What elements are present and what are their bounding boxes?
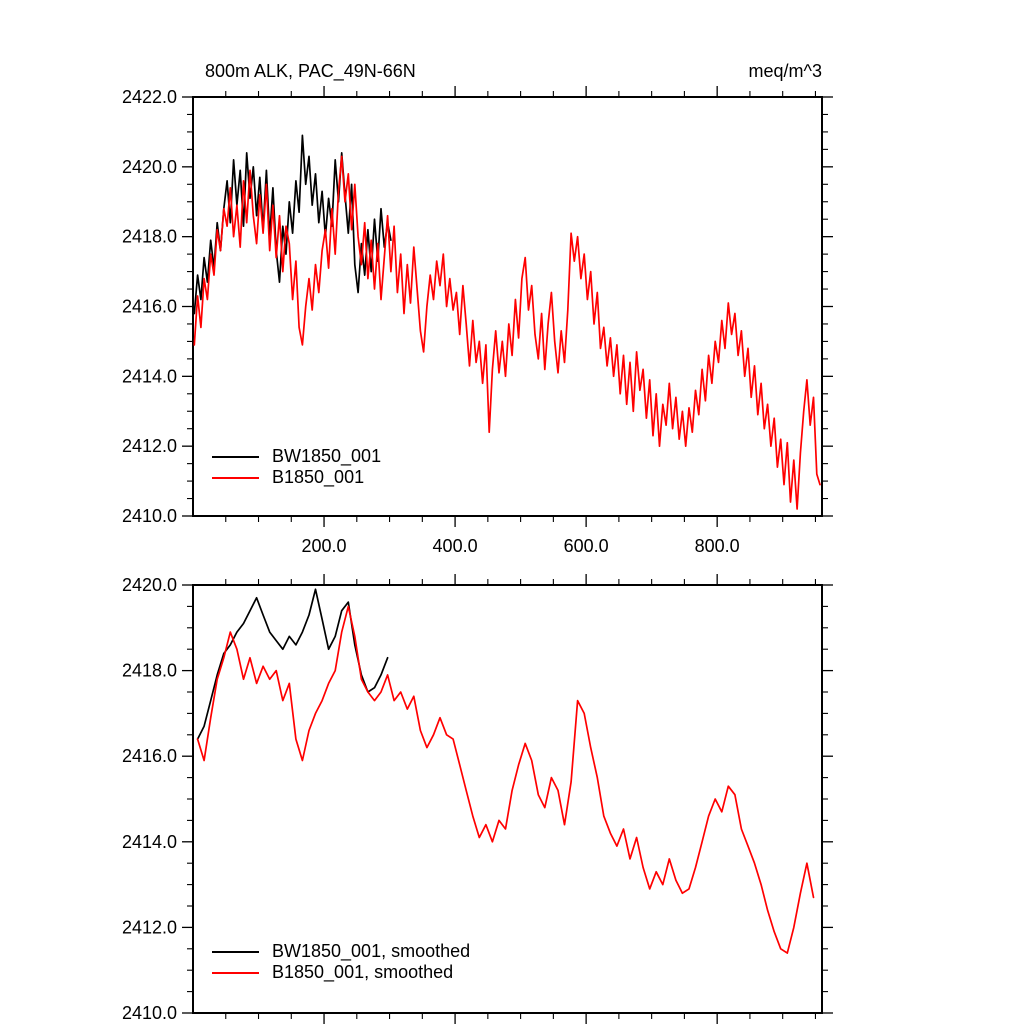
y-tick-label: 2416.0 [122,746,177,766]
y-tick-label: 2420.0 [122,575,177,595]
top-chart-title: 800m ALK, PAC_49N-66N [205,61,416,81]
y-tick-label: 2420.0 [122,157,177,177]
top-chart-units-label: meq/m^3 [748,61,822,81]
legend-item: B1850_001 [212,467,381,488]
x-tick-label: 600.0 [564,536,609,556]
y-tick-label: 2418.0 [122,227,177,247]
red-line-swatch [212,971,259,974]
black-line-swatch [212,455,259,458]
y-tick-label: 2410.0 [122,1003,177,1023]
legend-item: B1850_001, smoothed [212,962,470,983]
legend-item: BW1850_001, smoothed [212,941,470,962]
legend-item: BW1850_001 [212,446,381,467]
y-tick-label: 2418.0 [122,661,177,681]
red-line-swatch [212,476,259,479]
y-tick-label: 2412.0 [122,917,177,937]
legend-label: BW1850_001 [272,446,382,466]
legend-label: BW1850_001, smoothed [272,941,471,961]
series-line-bw1850-001 [193,134,392,315]
legend-label: B1850_001, smoothed [272,962,454,982]
y-tick-label: 2414.0 [122,366,177,386]
y-tick-label: 2416.0 [122,297,177,317]
x-tick-label: 800.0 [695,536,740,556]
legend-label: B1850_001 [272,467,365,487]
x-tick-label: 200.0 [302,536,347,556]
series-line-bw1850-001-smoothed [196,588,389,740]
y-tick-label: 2412.0 [122,436,177,456]
y-tick-label: 2414.0 [122,832,177,852]
top-chart-legend: BW1850_001 B1850_001 [212,446,381,488]
series-line-b1850-001 [193,155,821,510]
bottom-chart-legend: BW1850_001, smoothed B1850_001, smoothed [212,941,470,983]
x-tick-label: 400.0 [433,536,478,556]
y-tick-label: 2422.0 [122,87,177,107]
black-line-swatch [212,950,259,953]
y-tick-label: 2410.0 [122,506,177,526]
series-line-b1850-001-smoothed [196,605,815,954]
